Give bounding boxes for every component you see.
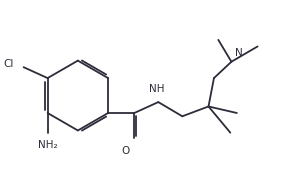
- Text: Cl: Cl: [3, 59, 14, 69]
- Text: NH: NH: [150, 84, 165, 95]
- Text: NH₂: NH₂: [38, 140, 57, 150]
- Text: O: O: [122, 146, 130, 156]
- Text: N: N: [235, 48, 242, 58]
